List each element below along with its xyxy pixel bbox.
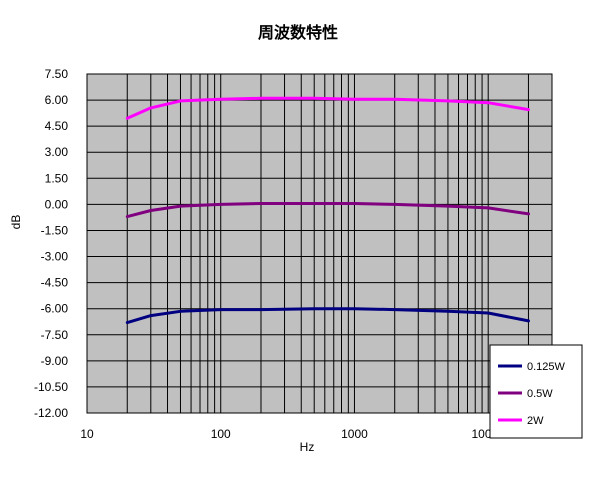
legend-label: 0.125W — [527, 361, 566, 373]
legend-label: 2W — [527, 415, 544, 427]
x-axis-label: Hz — [300, 440, 315, 454]
y-tick-label: 1.50 — [45, 171, 69, 185]
x-tick-label: 100 — [211, 427, 231, 441]
x-axis-ticks: 10 100 1000 10000 — [80, 427, 505, 441]
y-axis-ticks: 7.50 6.00 4.50 3.00 1.50 0.00 -1.50 -3.00 -4.50 -… — [34, 67, 68, 420]
chart-title: 周波数特性 — [258, 23, 338, 42]
y-tick-label: 0.00 — [45, 197, 69, 211]
y-tick-label: -7.50 — [41, 328, 69, 342]
y-tick-label: 3.00 — [45, 145, 69, 159]
y-axis-label: dB — [9, 215, 23, 230]
y-tick-label: -3.00 — [41, 250, 69, 264]
series-lines — [125, 96, 530, 325]
y-tick-label: -9.00 — [41, 354, 69, 368]
legend-label: 0.5W — [527, 388, 553, 400]
y-tick-label: 4.50 — [45, 119, 69, 133]
series-line — [125, 307, 530, 325]
y-tick-label: -1.50 — [41, 223, 69, 237]
y-tick-label: 7.50 — [45, 67, 69, 81]
y-tick-label: -10.50 — [34, 380, 68, 394]
series-line — [125, 202, 530, 219]
y-tick-label: 6.00 — [45, 93, 69, 107]
x-tick-label: 1000 — [341, 427, 368, 441]
y-tick-label: -4.50 — [41, 276, 69, 290]
x-tick-label: 10 — [80, 427, 94, 441]
plot-area — [86, 73, 553, 414]
y-tick-label: -6.00 — [41, 302, 69, 316]
series-line — [125, 96, 530, 120]
y-tick-label: -12.00 — [34, 406, 68, 420]
legend: 0.125W 0.5W 2W — [489, 344, 583, 439]
